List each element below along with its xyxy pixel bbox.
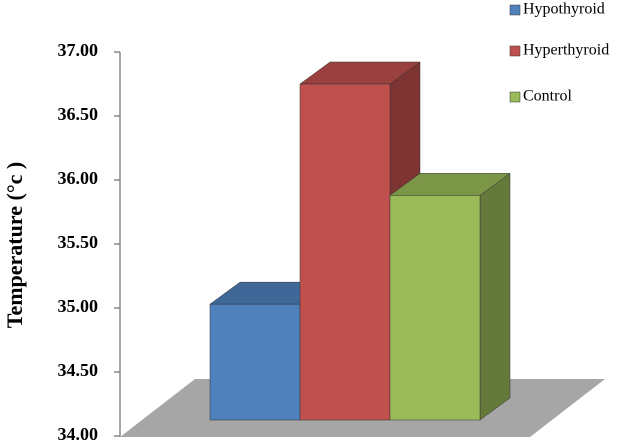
y-axis-title: Temperature (°c ) xyxy=(2,162,27,328)
bar xyxy=(389,195,481,421)
y-tick-label: 35.50 xyxy=(58,232,99,252)
bar xyxy=(209,303,301,421)
legend-swatch xyxy=(509,45,521,57)
y-tick-label: 34.50 xyxy=(58,360,99,380)
y-tick-label: 36.00 xyxy=(58,168,99,188)
y-tick-label: 37.00 xyxy=(58,40,99,60)
y-tick-label: 34.00 xyxy=(58,424,99,444)
y-tick-label: 35.00 xyxy=(58,296,99,316)
y-tick-label: 36.50 xyxy=(58,104,99,124)
bar xyxy=(299,83,391,421)
legend-swatch xyxy=(509,91,521,103)
legend-swatch xyxy=(509,4,521,16)
legend-label: Hypothyroid xyxy=(523,1,605,18)
legend-label: Control xyxy=(523,88,572,105)
bar-side xyxy=(479,172,511,421)
legend-label: Hyperthyroid xyxy=(523,42,609,59)
